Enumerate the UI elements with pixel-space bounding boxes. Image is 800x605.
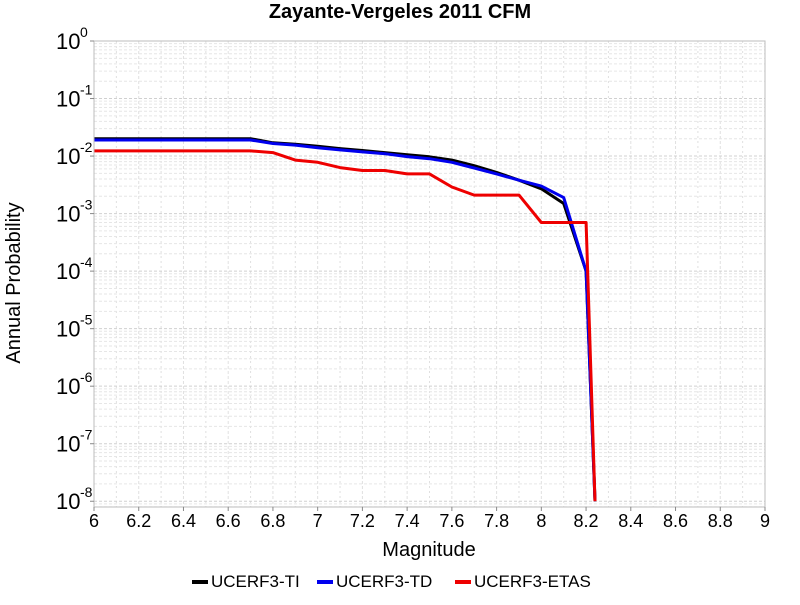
y-tick-exponent: -6 — [80, 369, 93, 385]
x-axis-label: Magnitude — [382, 539, 475, 561]
y-tick-label: 10 — [56, 259, 80, 284]
x-tick-label: 9 — [760, 511, 770, 531]
x-tick-label: 8.8 — [708, 511, 733, 531]
y-tick-exponent: -1 — [80, 82, 93, 98]
series-layer — [94, 137, 597, 502]
legend: UCERF3-TI UCERF3-TD UCERF3-ETAS — [192, 572, 591, 591]
y-tick-exponent: -4 — [80, 254, 93, 270]
x-tick-label: 6.8 — [260, 511, 285, 531]
chart-title: Zayante-Vergeles 2011 CFM — [269, 1, 531, 23]
y-tick-label: 10 — [56, 87, 80, 112]
x-tick-label: 7.4 — [395, 511, 420, 531]
y-tick-label: 10 — [56, 432, 80, 457]
y-tick-label: 10 — [56, 202, 80, 227]
y-tick-exponent: -3 — [80, 197, 93, 213]
y-tick-exponent: -5 — [80, 312, 93, 328]
y-tick-label: 10 — [56, 144, 80, 169]
x-tick-label: 7.6 — [439, 511, 464, 531]
x-tick-label: 8 — [536, 511, 546, 531]
y-tick-exponent: -2 — [80, 139, 93, 155]
legend-label: UCERF3-TI — [211, 572, 300, 591]
x-tick-label: 6.4 — [171, 511, 196, 531]
x-tick-label: 6 — [89, 511, 99, 531]
x-tick-label: 7.8 — [484, 511, 509, 531]
x-tick-label: 7 — [313, 511, 323, 531]
x-axis-ticks: 6 6.2 6.4 6.6 6.8 7 7.2 7.4 7.6 7.8 8 8.2 8.4 8.6 8.8 9 — [89, 507, 770, 531]
x-tick-label: 8.4 — [618, 511, 643, 531]
y-tick-label: 10 — [56, 489, 80, 514]
y-tick-exponent: 0 — [80, 24, 88, 40]
y-tick-label: 10 — [56, 29, 80, 54]
x-tick-label: 8.6 — [663, 511, 688, 531]
x-tick-label: 7.2 — [350, 511, 375, 531]
legend-label: UCERF3-TD — [336, 572, 432, 591]
x-tick-label: 6.6 — [216, 511, 241, 531]
x-tick-label: 8.2 — [574, 511, 599, 531]
y-tick-label: 10 — [56, 317, 80, 342]
y-tick-exponent: -8 — [80, 484, 93, 500]
y-axis-label: Annual Probability — [3, 202, 25, 363]
legend-label: UCERF3-ETAS — [474, 572, 591, 591]
series-line-ucerf3-etas — [94, 149, 597, 502]
x-tick-label: 6.2 — [126, 511, 151, 531]
y-tick-label: 10 — [56, 374, 80, 399]
y-tick-exponent: -7 — [80, 427, 93, 443]
series-line-ucerf3-td — [94, 138, 597, 502]
plot-frame — [93, 40, 766, 508]
